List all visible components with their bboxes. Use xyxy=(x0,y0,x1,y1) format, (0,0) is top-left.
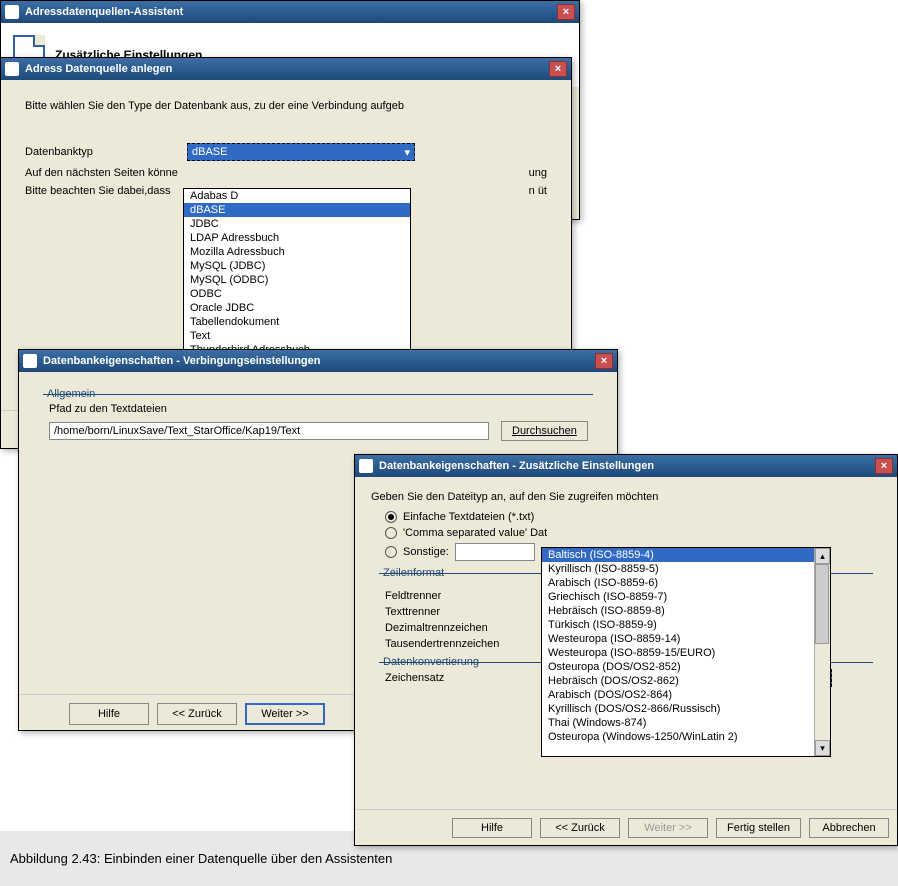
dropdown-item[interactable]: Mozilla Adressbuch xyxy=(184,245,410,259)
window-title: Adressdatenquellen-Assistent xyxy=(25,6,557,18)
help-button[interactable]: Hilfe xyxy=(69,703,149,725)
dropdown-item[interactable]: Türkisch (ISO-8859-9) xyxy=(542,618,830,632)
info-row-1: Auf den nächsten Seiten könne ung xyxy=(25,167,547,179)
dbtype-dropdown[interactable]: Adabas DdBASEJDBCLDAP AdressbuchMozilla … xyxy=(183,188,411,358)
browse-button[interactable]: Durchsuchen xyxy=(501,421,588,441)
dropdown-item[interactable]: Tabellendokument xyxy=(184,315,410,329)
dropdown-item[interactable]: MySQL (ODBC) xyxy=(184,273,410,287)
dropdown-item[interactable]: Baltisch (ISO-8859-4) xyxy=(542,548,830,562)
scrollbar[interactable]: ▴ ▾ xyxy=(814,548,830,756)
intro-text: Geben Sie den Dateityp an, auf den Sie z… xyxy=(371,491,881,503)
app-icon xyxy=(359,459,373,473)
charset-dropdown[interactable]: Baltisch (ISO-8859-4)Kyrillisch (ISO-885… xyxy=(541,547,831,757)
dropdown-item[interactable]: LDAP Adressbuch xyxy=(184,231,410,245)
radio-label: Sonstige: xyxy=(403,546,449,558)
group-line xyxy=(43,394,593,395)
window-title: Datenbankeigenschaften - Verbingungseins… xyxy=(43,355,595,367)
charset-label: Zeichensatz xyxy=(385,672,530,684)
finish-button[interactable]: Fertig stellen xyxy=(716,818,801,838)
additional-settings-window: Datenbankeigenschaften - Zusätzliche Ein… xyxy=(354,454,898,846)
radio-csv[interactable]: 'Comma separated value' Dat xyxy=(385,527,887,539)
titlebar[interactable]: Adress Datenquelle anlegen × xyxy=(1,58,571,80)
dbtype-select[interactable]: dBASE xyxy=(187,143,415,161)
window-body: Geben Sie den Dateityp an, auf den Sie z… xyxy=(355,477,897,809)
other-ext-input[interactable] xyxy=(455,543,535,561)
radio-label: Einfache Textdateien (*.txt) xyxy=(403,511,534,523)
dropdown-item[interactable]: JDBC xyxy=(184,217,410,231)
app-icon xyxy=(5,62,19,76)
dropdown-item[interactable]: Westeuropa (ISO-8859-15/EURO) xyxy=(542,646,830,660)
group-label: Allgemein xyxy=(43,388,99,400)
radio-icon[interactable] xyxy=(385,527,397,539)
dropdown-item[interactable]: Osteuropa (Windows-1250/WinLatin 2) xyxy=(542,730,830,744)
dropdown-item[interactable]: Text xyxy=(184,329,410,343)
scroll-thumb[interactable] xyxy=(815,564,829,644)
titlebar[interactable]: Datenbankeigenschaften - Zusätzliche Ein… xyxy=(355,455,897,477)
dropdown-item[interactable]: Kyrillisch (DOS/OS2-866/Russisch) xyxy=(542,702,830,716)
dropdown-item[interactable]: Adabas D xyxy=(184,189,410,203)
scroll-down-icon[interactable]: ▾ xyxy=(815,740,830,756)
titlebar[interactable]: Datenbankeigenschaften - Verbingungseins… xyxy=(19,350,617,372)
next-button[interactable]: Weiter >> xyxy=(245,703,325,725)
radio-icon[interactable] xyxy=(385,511,397,523)
help-button[interactable]: Hilfe xyxy=(452,818,532,838)
dropdown-item[interactable]: Thai (Windows-874) xyxy=(542,716,830,730)
intro-text: Bitte wählen Sie den Type der Datenbank … xyxy=(25,98,547,115)
cancel-button[interactable]: Abbrechen xyxy=(809,818,889,838)
info-text-1a: Auf den nächsten Seiten könne xyxy=(25,167,178,179)
close-icon[interactable]: × xyxy=(557,4,575,20)
radio-txt[interactable]: Einfache Textdateien (*.txt) xyxy=(385,511,887,523)
radio-label: 'Comma separated value' Dat xyxy=(403,527,547,539)
dropdown-item[interactable]: Arabisch (DOS/OS2-864) xyxy=(542,688,830,702)
radio-icon[interactable] xyxy=(385,546,397,558)
next-button: Weiter >> xyxy=(628,818,708,838)
path-label: Pfad zu den Textdateien xyxy=(49,403,587,415)
dropdown-item[interactable]: Arabisch (ISO-8859-6) xyxy=(542,576,830,590)
path-input[interactable] xyxy=(49,422,489,440)
info-text-2b: n üt xyxy=(529,185,547,197)
general-group: Allgemein xyxy=(43,388,593,395)
scroll-up-icon[interactable]: ▴ xyxy=(815,548,830,564)
app-icon xyxy=(5,5,19,19)
dropdown-item[interactable]: Westeuropa (ISO-8859-14) xyxy=(542,632,830,646)
info-text-1b: ung xyxy=(529,167,547,179)
dropdown-item[interactable]: MySQL (JDBC) xyxy=(184,259,410,273)
info-text-2a: Bitte beachten Sie dabei,dass xyxy=(25,185,171,197)
close-icon[interactable]: × xyxy=(549,61,567,77)
close-icon[interactable]: × xyxy=(595,353,613,369)
path-row: Durchsuchen xyxy=(49,421,593,441)
titlebar[interactable]: Adressdatenquellen-Assistent × xyxy=(1,1,579,23)
close-icon[interactable]: × xyxy=(875,458,893,474)
group-label: Zeilenformat xyxy=(379,567,448,579)
window-title: Adress Datenquelle anlegen xyxy=(25,63,549,75)
group-label: Datenkonvertierung xyxy=(379,656,483,668)
back-button[interactable]: << Zurück xyxy=(157,703,237,725)
dropdown-item[interactable]: Kyrillisch (ISO-8859-5) xyxy=(542,562,830,576)
window-title: Datenbankeigenschaften - Zusätzliche Ein… xyxy=(379,460,875,472)
dbtype-row: Datenbanktyp dBASE xyxy=(25,143,547,161)
app-icon xyxy=(23,354,37,368)
dropdown-item[interactable]: Osteuropa (DOS/OS2-852) xyxy=(542,660,830,674)
dropdown-item[interactable]: Hebräisch (DOS/OS2-862) xyxy=(542,674,830,688)
dropdown-item[interactable]: Hebräisch (ISO-8859-8) xyxy=(542,604,830,618)
dropdown-item[interactable]: Griechisch (ISO-8859-7) xyxy=(542,590,830,604)
button-row: Hilfe << Zurück Weiter >> Fertig stellen… xyxy=(355,809,897,846)
dropdown-item[interactable]: Oracle JDBC xyxy=(184,301,410,315)
dropdown-item[interactable]: dBASE xyxy=(184,203,410,217)
dbtype-label: Datenbanktyp xyxy=(25,146,175,158)
back-button[interactable]: << Zurück xyxy=(540,818,620,838)
dropdown-item[interactable]: ODBC xyxy=(184,287,410,301)
